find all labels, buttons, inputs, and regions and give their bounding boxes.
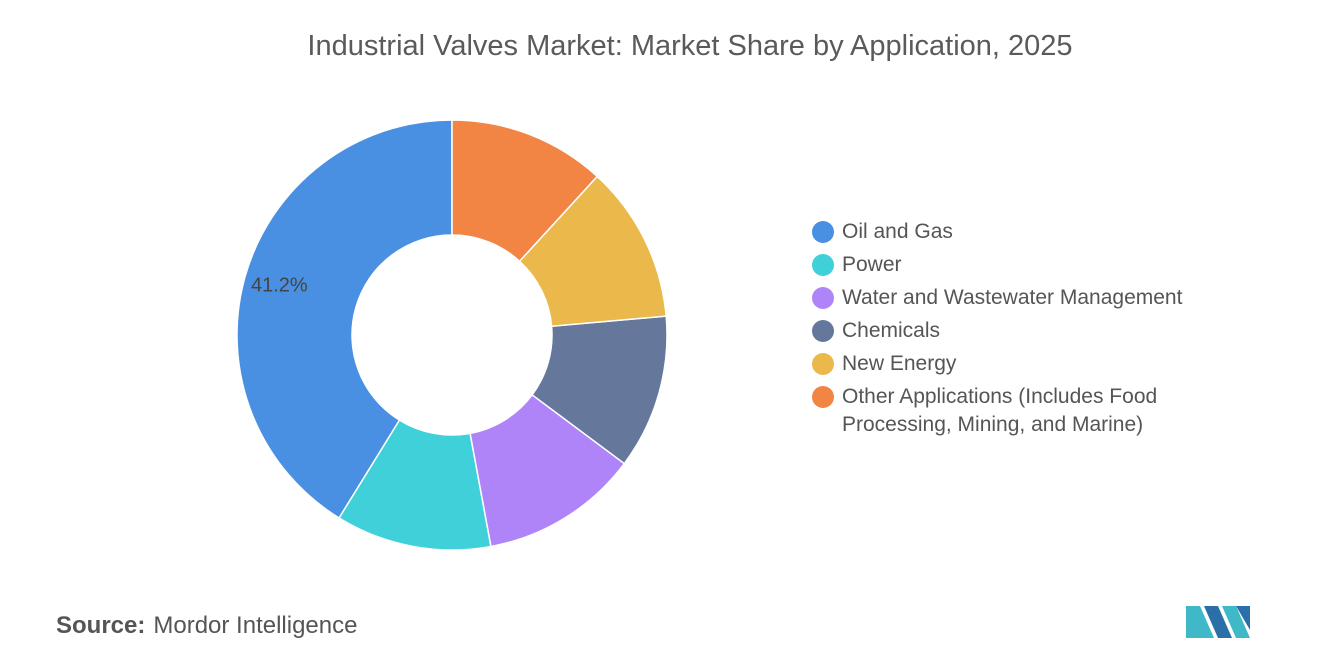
legend: Oil and Gas Power Water and Wastewater Man… — [812, 218, 1212, 444]
legend-swatch — [812, 221, 834, 243]
legend-label: Water and Wastewater Management — [842, 286, 1183, 309]
slice — [451, 119, 599, 263]
source-text: Mordor Intelligence — [153, 612, 358, 639]
legend-swatch — [812, 386, 834, 408]
legend-item: Oil and Gas — [812, 218, 1212, 246]
source: Source: Mordor Intelligence — [56, 612, 357, 640]
legend-swatch — [812, 254, 834, 276]
data-label: 41.2% — [251, 274, 308, 296]
source-label: Source: — [56, 612, 146, 639]
legend-item: New Energy — [812, 350, 1212, 378]
logo — [1186, 606, 1250, 638]
legend-label: Oil and Gas — [842, 220, 953, 243]
legend-label: New Energy — [842, 352, 957, 375]
legend-label: Power — [842, 253, 902, 276]
legend-label: Other Applications (Includes Food Proces… — [842, 385, 1158, 436]
legend-item: Chemicals — [812, 317, 1212, 345]
slice — [518, 175, 667, 328]
slice — [236, 119, 453, 519]
legend-item: Water and Wastewater Management — [812, 284, 1212, 312]
legend-swatch — [812, 353, 834, 375]
legend-item: Power — [812, 251, 1212, 279]
slice — [469, 393, 626, 548]
chart-title: Industrial Valves Market: Market Share b… — [307, 30, 1073, 62]
legend-swatch — [812, 287, 834, 309]
legend-item: Other Applications (Includes Food Proces… — [812, 383, 1212, 439]
legend-swatch — [812, 320, 834, 342]
legend-label: Chemicals — [842, 319, 941, 342]
